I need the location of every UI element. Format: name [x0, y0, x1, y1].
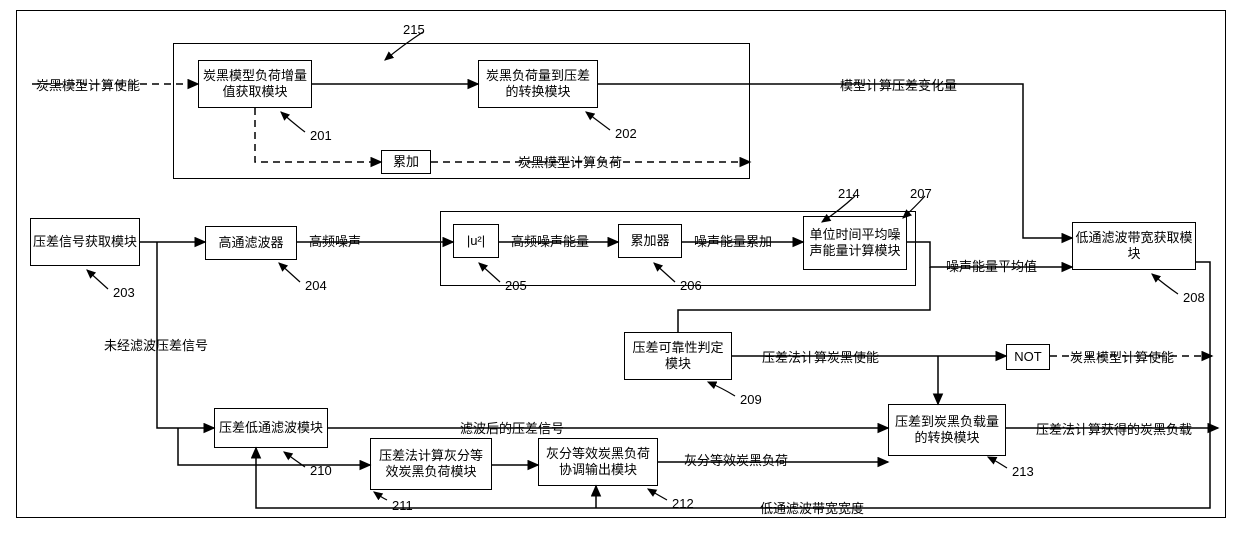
edge-label: 噪声能量平均值: [946, 259, 1037, 275]
edge-label: 高频噪声能量: [511, 234, 589, 250]
ref-label: 201: [310, 128, 332, 144]
node-nNOT: NOT: [1006, 344, 1050, 370]
ref-label: 208: [1183, 290, 1205, 306]
edge-label: 噪声能量累加: [694, 234, 772, 250]
node-nAcc: 累加: [381, 150, 431, 174]
edge-label: 滤波后的压差信号: [460, 421, 564, 437]
edge-label: 低通滤波带宽宽度: [760, 501, 864, 517]
node-n210: 压差低通滤波模块: [214, 408, 328, 448]
ref-label: 210: [310, 463, 332, 479]
node-n212: 灰分等效炭黑负荷协调输出模块: [538, 438, 658, 486]
ref-label: 203: [113, 285, 135, 301]
ref-label: 206: [680, 278, 702, 294]
node-n207: 单位时间平均噪声能量计算模块: [803, 216, 907, 270]
edge-label: 压差法计算炭黑使能: [762, 350, 879, 366]
edge-label: 炭黑模型计算负荷: [518, 155, 622, 171]
ref-label: 211: [392, 498, 413, 514]
ref-label: 214: [838, 186, 860, 202]
node-n209: 压差可靠性判定模块: [624, 332, 732, 380]
ref-label: 205: [505, 278, 527, 294]
edge-label: 高频噪声: [309, 234, 361, 250]
edge-label: 未经滤波压差信号: [104, 338, 208, 354]
node-n203: 压差信号获取模块: [30, 218, 140, 266]
node-n213: 压差到炭黑负载量的转换模块: [888, 404, 1006, 456]
ref-label: 204: [305, 278, 327, 294]
edge-label: 炭黑模型计算使能: [1070, 350, 1174, 366]
node-n206: 累加器: [618, 224, 682, 258]
node-nHP: 高通滤波器: [205, 226, 297, 260]
node-n201: 炭黑模型负荷增量值获取模块: [198, 60, 312, 108]
ref-label: 209: [740, 392, 762, 408]
edge-label: 炭黑模型计算使能: [36, 78, 140, 94]
node-n211: 压差法计算灰分等效炭黑负荷模块: [370, 438, 492, 490]
ref-label: 213: [1012, 464, 1034, 480]
node-n202: 炭黑负荷量到压差的转换模块: [478, 60, 598, 108]
ref-label: 202: [615, 126, 637, 142]
ref-label: 212: [672, 496, 694, 512]
node-n208: 低通滤波带宽获取模块: [1072, 222, 1196, 270]
ref-label: 207: [910, 186, 932, 202]
node-n205: |u²|: [453, 224, 499, 258]
edge-label: 灰分等效炭黑负荷: [684, 453, 788, 469]
edge-label: 模型计算压差变化量: [840, 78, 957, 94]
ref-label: 215: [403, 22, 425, 38]
edge-label: 压差法计算获得的炭黑负载: [1036, 422, 1192, 438]
